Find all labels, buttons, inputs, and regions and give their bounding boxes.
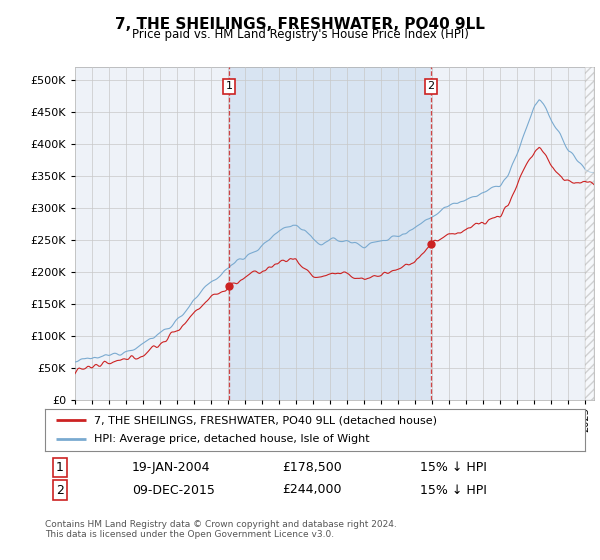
Text: 7, THE SHEILINGS, FRESHWATER, PO40 9LL (detached house): 7, THE SHEILINGS, FRESHWATER, PO40 9LL (… [94,415,437,425]
Text: 7, THE SHEILINGS, FRESHWATER, PO40 9LL: 7, THE SHEILINGS, FRESHWATER, PO40 9LL [115,17,485,32]
Text: 15% ↓ HPI: 15% ↓ HPI [420,483,487,497]
Text: £244,000: £244,000 [282,483,341,497]
Text: 2: 2 [56,483,64,497]
Text: 2: 2 [427,81,434,91]
Text: 09-DEC-2015: 09-DEC-2015 [132,483,215,497]
Text: 1: 1 [226,81,232,91]
Text: 15% ↓ HPI: 15% ↓ HPI [420,461,487,474]
Text: £178,500: £178,500 [282,461,342,474]
Text: 19-JAN-2004: 19-JAN-2004 [132,461,211,474]
Text: Price paid vs. HM Land Registry's House Price Index (HPI): Price paid vs. HM Land Registry's House … [131,28,469,41]
Text: Contains HM Land Registry data © Crown copyright and database right 2024.
This d: Contains HM Land Registry data © Crown c… [45,520,397,539]
Text: HPI: Average price, detached house, Isle of Wight: HPI: Average price, detached house, Isle… [94,435,369,445]
Bar [229,67,431,400]
Text: 1: 1 [56,461,64,474]
